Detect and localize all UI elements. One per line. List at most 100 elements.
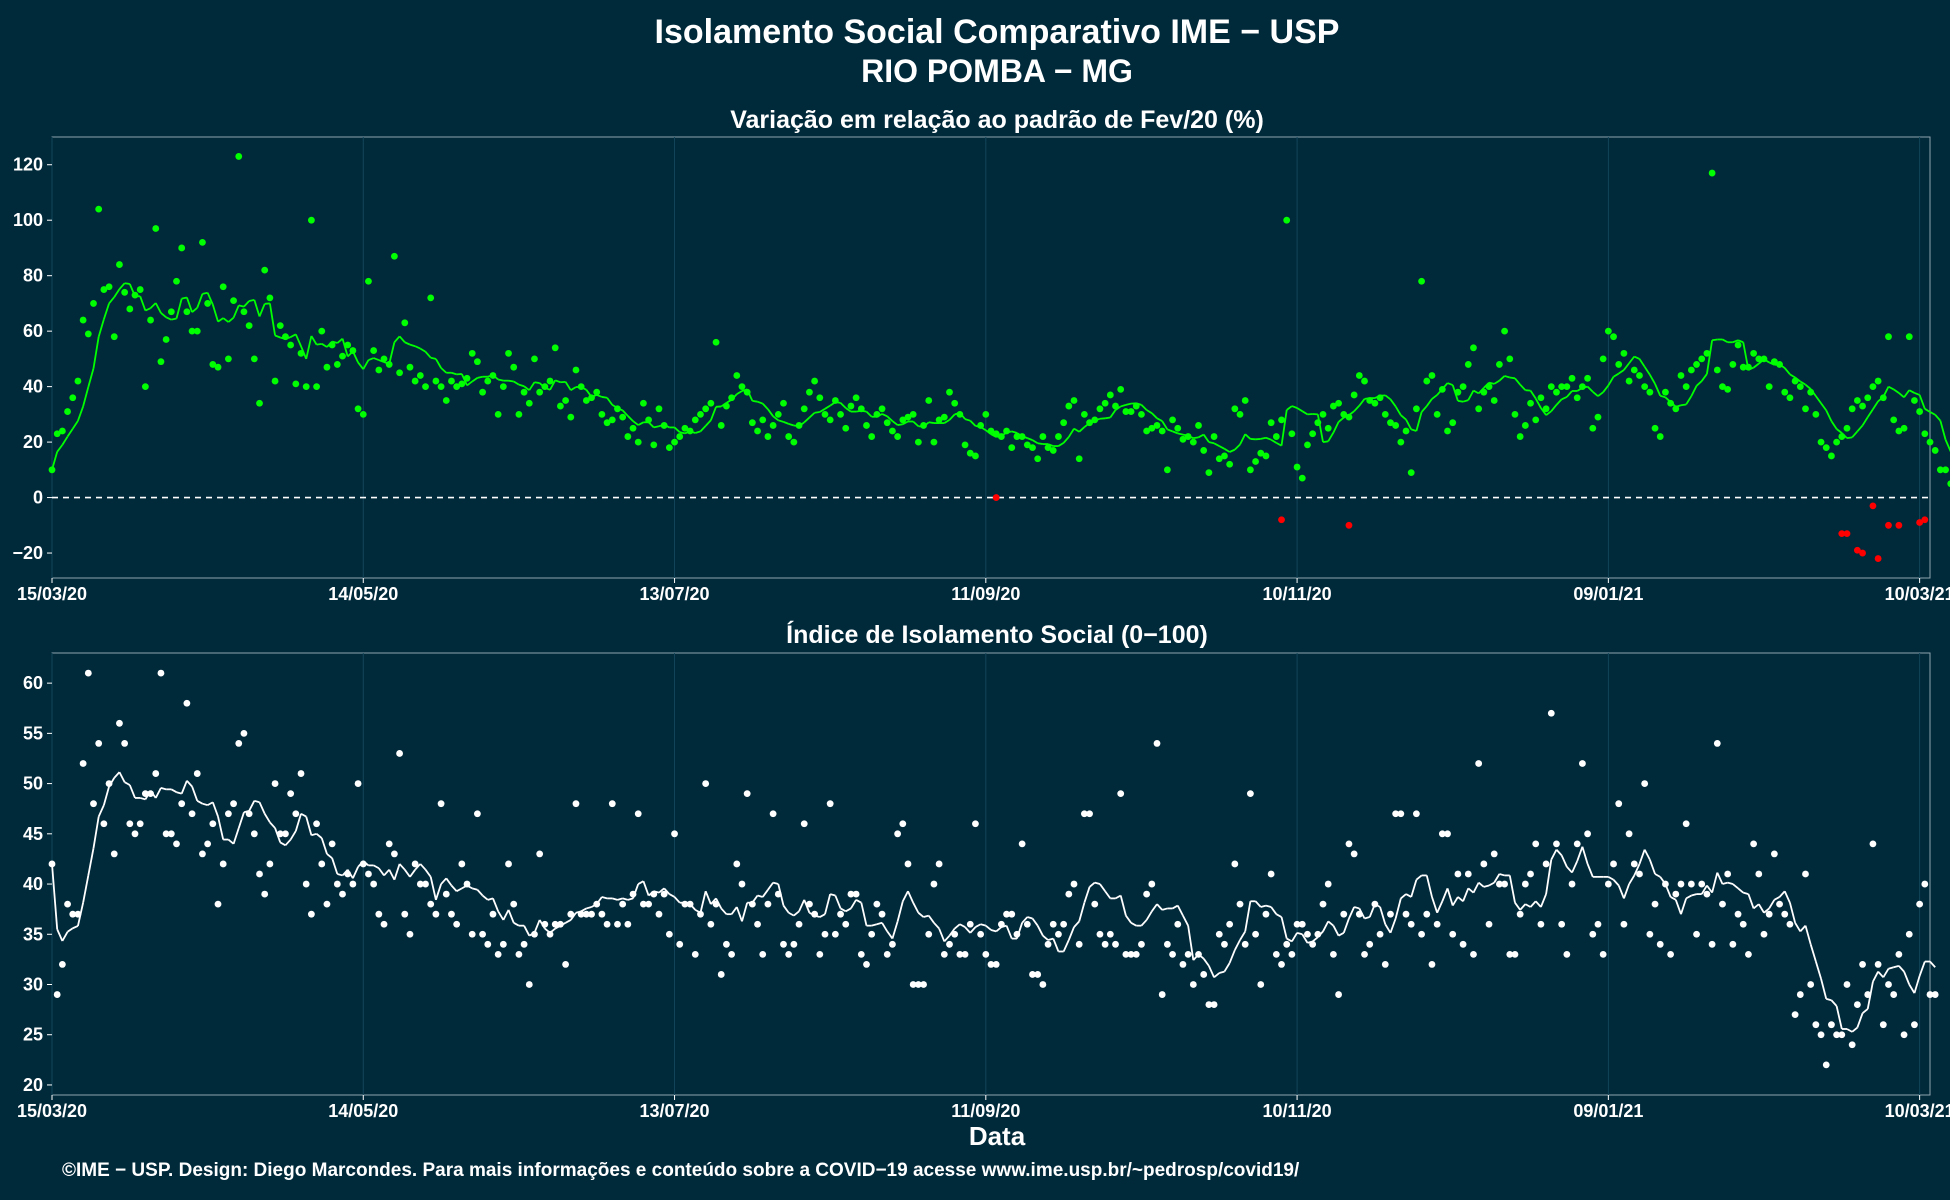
- negative-data-point: [1843, 530, 1851, 538]
- top-trend-segment: [165, 316, 172, 321]
- top-data-point: [515, 410, 523, 418]
- bottom-trend-segment: [1115, 894, 1122, 900]
- bottom-trend-segment: [1519, 903, 1527, 911]
- bottom-data-point: [1817, 1031, 1825, 1039]
- bottom-data-point: [868, 930, 876, 938]
- bottom-trend-segment: [61, 931, 69, 942]
- bottom-data-point: [1314, 930, 1322, 938]
- top-data-point: [1034, 455, 1042, 463]
- top-data-point: [1947, 480, 1950, 488]
- bottom-trend-segment: [300, 812, 307, 818]
- bottom-data-point: [1573, 840, 1581, 848]
- top-data-point: [1226, 460, 1234, 468]
- bottom-data-point: [1610, 860, 1617, 868]
- top-data-point: [619, 413, 627, 421]
- top-trend-segment: [549, 379, 557, 391]
- top-data-point: [764, 433, 772, 440]
- bottom-trend-segment: [1643, 849, 1651, 861]
- top-data-point: [1667, 399, 1675, 407]
- top-data-point: [603, 419, 611, 427]
- bottom-trend-segment: [1151, 903, 1158, 912]
- top-data-point: [650, 441, 658, 449]
- bottom-trend-segment: [1882, 968, 1890, 978]
- bottom-trend-segment: [1078, 902, 1086, 922]
- top-data-point: [1335, 399, 1342, 407]
- top-trend-segment: [1218, 445, 1225, 450]
- top-trend-segment: [1836, 428, 1843, 434]
- bottom-data-point: [691, 950, 699, 958]
- top-data-point: [131, 291, 139, 299]
- bottom-data-point: [1506, 950, 1514, 958]
- top-x-tick-label: 14/05/20: [328, 584, 398, 604]
- bottom-trend-segment: [1270, 906, 1278, 915]
- top-data-point: [167, 308, 175, 316]
- top-y-tick-label: 100: [13, 210, 43, 230]
- bottom-trend-segment: [1888, 966, 1894, 970]
- bottom-trend-segment: [1571, 860, 1579, 873]
- top-data-point: [1413, 405, 1420, 413]
- bottom-trend-segment: [1104, 890, 1112, 899]
- top-trend-segment: [1208, 441, 1215, 445]
- top-data-point: [1916, 408, 1924, 415]
- bottom-trend-segment: [1052, 938, 1060, 952]
- bottom-data-point: [250, 830, 258, 838]
- top-trend-segment: [523, 385, 530, 391]
- top-data-point: [494, 410, 502, 418]
- bottom-data-point: [723, 940, 730, 948]
- figure-title-line1: Isolamento Social Comparativo IME − USP: [655, 13, 1340, 51]
- top-data-point: [935, 416, 943, 424]
- figure-title-line2: RIO POMBA − MG: [861, 53, 1133, 89]
- top-data-point: [354, 405, 362, 413]
- top-data-point: [1511, 410, 1519, 418]
- bottom-trend-segment: [933, 922, 940, 930]
- bottom-data-point: [1257, 981, 1265, 988]
- bottom-trend-segment: [279, 841, 286, 847]
- bottom-trend-segment: [1560, 854, 1568, 868]
- bottom-data-point: [1719, 900, 1726, 908]
- bottom-trend-segment: [191, 786, 199, 802]
- bottom-data-point: [1667, 950, 1675, 958]
- bottom-trend-segment: [429, 876, 437, 901]
- bottom-data-point: [1184, 950, 1192, 958]
- bottom-trend-segment: [51, 863, 59, 930]
- top-data-point: [598, 410, 606, 418]
- bottom-data-point: [1905, 930, 1913, 938]
- top-trend-segment: [1561, 396, 1568, 401]
- top-data-point: [437, 383, 445, 391]
- top-trend-segment: [808, 412, 816, 419]
- top-data-point: [1397, 438, 1405, 446]
- bottom-data-point: [562, 961, 569, 968]
- bottom-trend-segment: [912, 902, 920, 914]
- bottom-trend-segment: [1213, 972, 1220, 979]
- bottom-data-point: [1179, 961, 1187, 968]
- top-data-point: [157, 358, 165, 366]
- bottom-data-point: [489, 910, 497, 918]
- top-data-point: [878, 405, 886, 413]
- top-data-point: [1859, 402, 1866, 410]
- bottom-data-point: [619, 900, 627, 908]
- top-data-point: [588, 394, 595, 402]
- bottom-trend-segment: [124, 781, 131, 786]
- top-trend-segment: [56, 444, 64, 453]
- bottom-data-point: [676, 940, 684, 948]
- bottom-trend-segment: [92, 816, 100, 849]
- bottom-data-point: [167, 830, 175, 838]
- bottom-data-point: [525, 981, 533, 988]
- bottom-trend-segment: [1799, 925, 1807, 933]
- top-data-point: [1143, 427, 1151, 435]
- top-data-point: [178, 244, 186, 252]
- bottom-data-point: [987, 961, 995, 968]
- top-trend-segment: [1338, 416, 1345, 423]
- bottom-trend-segment: [1172, 904, 1179, 910]
- top-data-point: [1221, 452, 1228, 460]
- top-data-point: [349, 347, 357, 354]
- bottom-data-point: [660, 890, 668, 898]
- bottom-plot-area: [51, 652, 1931, 1096]
- top-trend-segment: [1026, 437, 1033, 441]
- top-data-point: [427, 294, 435, 302]
- bottom-x-tick-label: 10/11/20: [1263, 1101, 1332, 1121]
- bottom-data-point: [1470, 950, 1477, 958]
- bottom-data-point: [1532, 840, 1540, 848]
- bottom-trend-segment: [1400, 893, 1407, 900]
- top-data-point: [339, 352, 346, 360]
